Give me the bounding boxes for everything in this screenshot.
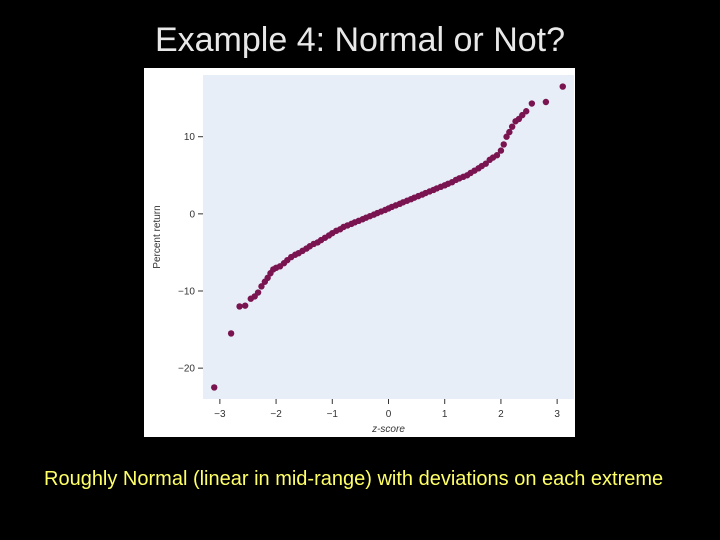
data-point: [264, 274, 271, 282]
y-tick-label: 0: [189, 209, 195, 220]
data-point: [236, 303, 243, 310]
data-point: [241, 302, 249, 309]
data-point: [254, 289, 262, 296]
x-tick-label: 2: [498, 409, 504, 420]
slide-title: Example 4: Normal or Not?: [154, 21, 566, 59]
chart-panel: −3 −2 −1 0 1 2 3 −20 −10 0 10 z-score Percent retu…: [144, 68, 575, 437]
data-point: [528, 100, 536, 107]
data-point: [559, 83, 566, 90]
data-point: [506, 128, 513, 136]
x-axis-label: z-score: [371, 424, 405, 435]
x-tick-label: 1: [442, 409, 448, 420]
y-axis-label: Percent return: [152, 205, 163, 268]
data-point: [493, 152, 501, 159]
data-point: [542, 98, 550, 106]
data-point: [503, 133, 510, 140]
data-point: [500, 141, 507, 148]
data-point: [519, 111, 526, 119]
x-tick-label: 3: [554, 409, 560, 420]
data-point: [508, 123, 516, 130]
plot-area: [203, 75, 574, 399]
data-point: [482, 160, 489, 167]
y-tick-label: 10: [184, 132, 196, 143]
x-tick-label: −3: [214, 409, 226, 420]
data-point: [523, 108, 530, 115]
data-points: [211, 83, 566, 391]
y-tick-label: −10: [178, 287, 195, 298]
data-point: [497, 147, 505, 154]
data-point: [211, 384, 218, 391]
x-tick-label: −2: [270, 409, 282, 420]
y-tick-label: −20: [178, 364, 195, 375]
slide-caption: Roughly Normal (linear in mid-range) wit…: [44, 468, 664, 490]
x-tick-label: −1: [327, 409, 339, 420]
data-point: [227, 330, 235, 337]
x-tick-label: 0: [386, 409, 392, 420]
data-point: [258, 283, 265, 290]
